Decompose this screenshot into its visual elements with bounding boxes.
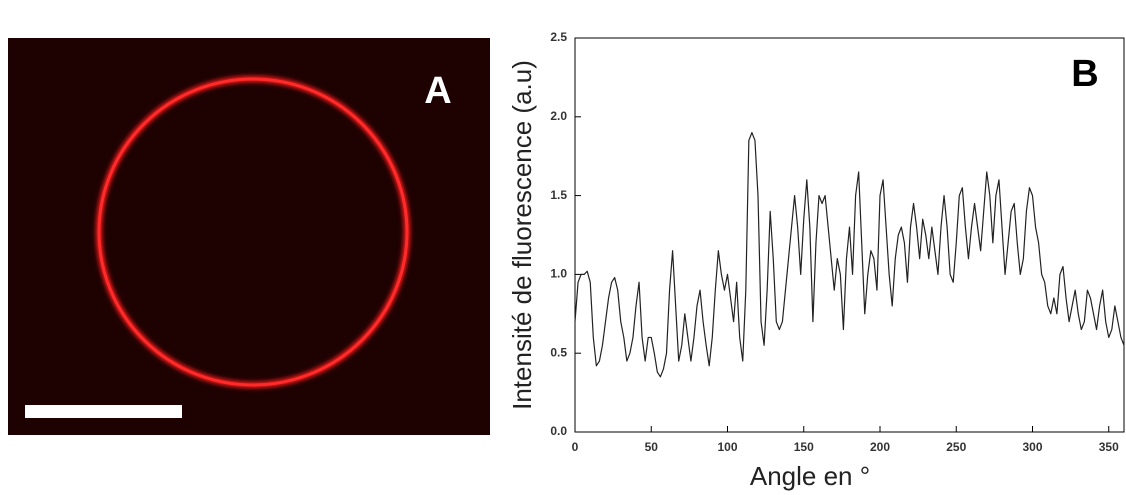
chart: B Angle en ° Intensité de fluorescence (… — [507, 30, 1125, 491]
x-tick-label: 50 — [645, 440, 659, 454]
panel-label: B — [1071, 53, 1098, 95]
micrograph: A — [8, 38, 490, 435]
x-tick-label: 350 — [1099, 440, 1119, 454]
plot-frame — [574, 37, 1125, 433]
y-tick-label: 0.5 — [550, 345, 567, 359]
x-axis-label: Angle en ° — [750, 461, 870, 491]
data-line — [574, 131, 1125, 378]
x-tick-label: 250 — [946, 440, 966, 454]
vesicle — [97, 77, 409, 387]
x-tick-label: 0 — [572, 440, 579, 454]
image-background — [8, 38, 490, 435]
x-tick-label: 150 — [794, 440, 814, 454]
x-tick-label: 100 — [717, 440, 737, 454]
x-tick-label: 300 — [1022, 440, 1042, 454]
x-tick-label: 200 — [870, 440, 890, 454]
y-tick-label: 1.0 — [550, 267, 567, 281]
y-tick-label: 2.0 — [550, 109, 567, 123]
scale-bar — [25, 405, 182, 418]
y-axis-label: Intensité de fluorescence (a.u) — [507, 60, 537, 410]
y-tick-label: 0.0 — [550, 424, 567, 438]
y-tick-label: 1.5 — [550, 188, 567, 202]
panel-label: A — [424, 70, 451, 112]
y-tick-label: 2.5 — [550, 30, 567, 44]
